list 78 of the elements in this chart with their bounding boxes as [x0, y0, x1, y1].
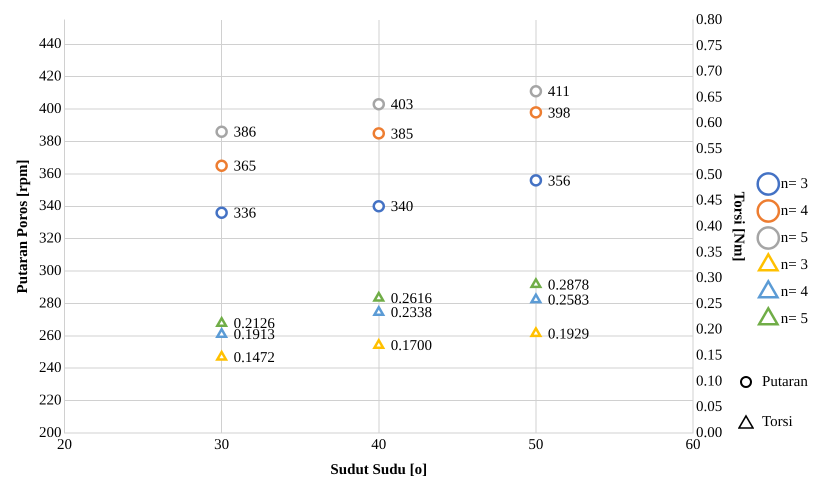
text: Putaran	[762, 374, 808, 390]
y2-tick-label: 0.80	[696, 12, 722, 28]
y-tick-label: 280	[39, 295, 62, 312]
data-label: 386	[234, 124, 257, 141]
data-label: 0.2583	[548, 292, 590, 309]
point	[216, 328, 228, 338]
x-tick-label: 40	[371, 436, 386, 453]
legend-label: n= 4	[780, 202, 808, 219]
y2-tick-label: 0.60	[696, 115, 722, 132]
data-label: 0.1929	[548, 326, 590, 342]
point	[215, 160, 228, 172]
point	[372, 127, 386, 140]
data-label: 398	[548, 105, 570, 122]
y-tick-label: 380	[39, 133, 62, 150]
legend-label: n= 3	[780, 176, 808, 192]
point	[373, 306, 384, 316]
data-label: 0.2338	[390, 305, 432, 322]
point	[216, 350, 228, 361]
y2-tick-label: 0.30	[696, 270, 722, 286]
y2-tick-label: 0.65	[696, 89, 722, 106]
legend-label: n= 5	[780, 230, 808, 246]
y2-tick-label: 0.70	[696, 64, 722, 80]
point	[530, 106, 542, 119]
x-tick-label: 50	[528, 436, 544, 453]
y2-tick-label: 0.35	[696, 244, 722, 260]
y2-tick-label: 0.45	[696, 192, 722, 209]
y2-tick-label: 0.15	[696, 348, 722, 364]
y-tick-label: 320	[39, 230, 62, 247]
point	[216, 316, 228, 327]
data-label: 403	[390, 97, 414, 114]
x-axis-title: Sudut Sudu [o]	[330, 462, 428, 478]
legend-label: n= 3	[780, 256, 808, 273]
point	[215, 206, 228, 219]
x-tick-label: 20	[57, 436, 72, 453]
data-label: 0.1472	[234, 350, 275, 366]
y2-axis-title: Torsi [Nm]	[730, 192, 746, 262]
data-label: 0.2616	[390, 290, 433, 307]
data-label: 340	[390, 199, 414, 216]
legend-label: n= 5	[780, 310, 808, 327]
point	[373, 338, 384, 349]
data-label: 0.2878	[548, 277, 590, 294]
point	[372, 98, 386, 110]
y2-tick-label: 0.75	[696, 38, 722, 54]
y-tick-label: 420	[39, 68, 62, 85]
point	[530, 293, 542, 304]
x-tick-label: 60	[686, 436, 701, 453]
y2-tick-label: 0.05	[696, 399, 722, 416]
point	[215, 126, 228, 138]
point	[530, 85, 542, 98]
y-tick-label: 440	[39, 36, 62, 52]
y2-tick-label: 0.50	[696, 166, 722, 183]
y-tick-label: 400	[39, 101, 62, 118]
y-axis-title: Putaran Poros [rpm]	[14, 160, 31, 294]
y-tick-label: 260	[39, 328, 62, 344]
point	[530, 278, 542, 288]
data-label: 411	[548, 84, 570, 100]
y2-tick-label: 0.40	[696, 218, 722, 234]
y-tick-label: 300	[39, 262, 62, 279]
data-label: 336	[234, 206, 257, 222]
y-tick-label: 220	[39, 392, 62, 409]
point	[530, 327, 542, 338]
y-tick-label: 360	[39, 166, 62, 182]
y2-tick-label: 0.10	[696, 373, 722, 390]
y-tick-label: 340	[39, 198, 62, 214]
y-tick-label: 240	[39, 360, 62, 376]
x-tick-label: 30	[214, 436, 230, 453]
y2-tick-label: 0.20	[696, 322, 722, 338]
point	[372, 200, 386, 213]
y2-tick-label: 0.25	[696, 296, 722, 312]
data-label: 0.1700	[390, 338, 432, 354]
legend-label: n= 4	[780, 284, 808, 300]
text: Torsi	[762, 414, 793, 430]
data-label: 365	[234, 158, 256, 175]
point	[373, 292, 384, 302]
y2-tick-label: 0.55	[696, 141, 722, 157]
data-label: 356	[548, 173, 571, 190]
point	[530, 174, 542, 187]
data-label: 385	[390, 126, 414, 142]
